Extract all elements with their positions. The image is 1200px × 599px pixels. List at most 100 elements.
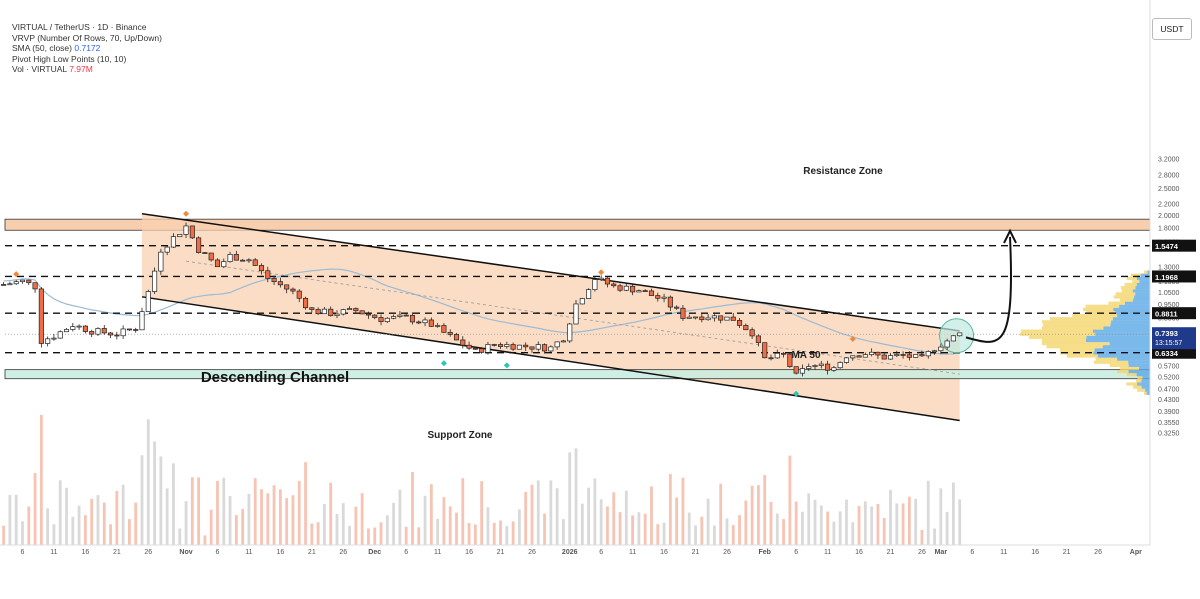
time-tick-label: 6 [216,549,220,556]
profile-down-bar [1086,335,1150,339]
sma-indicator[interactable]: SMA (50, close) 0.7172 [12,43,162,54]
candle-body [76,325,82,328]
pivot-indicator[interactable]: Pivot High Low Points (10, 10) [12,53,127,64]
candle-body [334,313,340,316]
volume-bar [134,502,138,545]
candle-body [189,225,195,239]
volume-bar [895,503,899,545]
candle-body [913,354,919,358]
indicator-legend: VIRTUAL / TetherUS · 1D · Binance VRVP (… [12,22,162,75]
candle-body [183,225,189,235]
candle-body [711,315,717,319]
candle-body [309,307,315,310]
time-tick-label: 11 [434,549,441,556]
time-tick-label: Feb [758,549,770,556]
candle-body [894,354,900,356]
volume-bar [398,489,402,545]
profile-down-bar [1097,354,1150,358]
channel-fill [142,213,960,421]
volume-bar [304,462,307,545]
trend-lines [3,210,1150,422]
candle-body [170,236,177,248]
candle-body [460,339,466,346]
time-tick-label: 26 [918,549,926,556]
volume-bar [524,492,528,545]
candle-body [107,332,114,336]
volume-bar [562,519,565,545]
candles[interactable] [1,222,963,377]
candle-body [724,316,730,321]
volume-bar [719,483,723,545]
price-axis[interactable]: 3.20002.80002.50002.20002.00001.80001.60… [1149,0,1196,545]
candle-body [718,315,724,321]
candle-body [158,251,164,272]
profile-up-bar [1132,279,1140,284]
price-tick-label: 0.3250 [1158,431,1180,438]
time-tick-label: 21 [692,549,700,556]
volume-bar [675,497,679,545]
time-axis[interactable]: 6 11 16 21 26 Nov 6 11 16 21 26 Dec 6 11 16 21 26 2026 6 11… [0,544,1150,556]
profile-up-bar [1116,369,1129,374]
profile-up-bar [1144,270,1148,274]
candle-body [240,259,246,262]
volume-bar [216,481,219,545]
profile-up-bar [1072,314,1118,318]
volume-bar [933,528,936,545]
volume-indicator[interactable]: Vol · VIRTUAL 7.97M [12,64,162,75]
vrvp-indicator[interactable]: VRVP (Number Of Rows, 70, Up/Down) [12,32,162,43]
currency-button[interactable]: USDT [1152,18,1192,40]
profile-up-bar [1113,295,1135,299]
price-tick-label: 1.3000 [1158,265,1180,272]
profile-up-bar [1115,292,1136,296]
time-tick-label: 11 [245,549,252,556]
symbol-title[interactable]: VIRTUAL / TetherUS · 1D · Binance [12,22,147,32]
volume-bar [543,513,546,545]
pivot-low-marker [440,360,447,367]
candle-body [63,329,70,333]
time-tick-label: 26 [1094,549,1102,556]
profile-up-bar [1120,366,1140,371]
profile-up-bar [1119,298,1134,302]
volume-bar [700,516,704,545]
volume-bar [656,524,660,545]
profile-down-bar [1134,295,1150,299]
candle-body [416,321,422,324]
support-zone-label: Support Zone [428,430,493,441]
volume-bar [807,493,811,545]
volume-bar [323,504,326,545]
profile-up-bar [1093,360,1129,364]
candle-body [152,270,158,292]
volume-bar [794,501,798,545]
channel-lower-line [141,296,960,422]
volume-bar [882,518,886,545]
candle-body [686,316,692,319]
profile-down-bar [1128,369,1150,374]
volume-bar [411,472,414,545]
profile-up-bar [1020,332,1096,336]
price-tick-label: 0.4300 [1158,397,1180,404]
profile-up-bar [1041,326,1104,330]
time-tick-label: 6 [21,549,25,556]
volume-bar [643,513,647,545]
profile-down-bar [1110,323,1150,327]
candle-body [736,320,743,326]
time-tick-label: 6 [794,549,798,556]
current-price-text: 0.7393 [1155,329,1178,338]
candle-body [32,282,38,290]
volume-bar [203,535,207,545]
profile-up-bar [1060,348,1095,352]
time-tick-label: Apr [1130,549,1142,556]
volume-bar [668,474,672,545]
volume-bar [832,521,836,545]
volume-bar [901,503,905,545]
price-tick-label: 1.0500 [1158,290,1180,297]
candle-body [271,278,277,283]
descending-channel-label: Descending Channel [201,369,349,386]
volume-bar [392,502,395,545]
profile-down-bar [1136,373,1150,377]
candle-body [208,252,214,261]
volume-bar [278,489,282,545]
candle-body [51,337,57,340]
time-tick-label: 11 [824,549,831,556]
